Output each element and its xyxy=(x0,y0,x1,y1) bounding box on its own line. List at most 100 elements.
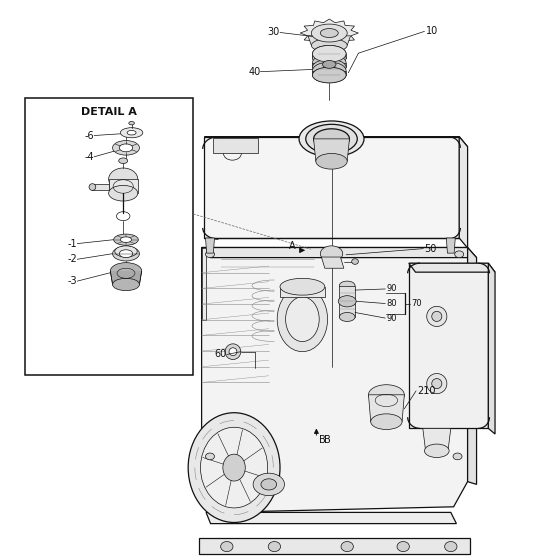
Polygon shape xyxy=(314,139,349,161)
Text: -2: -2 xyxy=(68,254,77,264)
Ellipse shape xyxy=(119,158,128,164)
Polygon shape xyxy=(206,512,456,524)
Ellipse shape xyxy=(280,278,325,295)
Polygon shape xyxy=(110,271,142,284)
Ellipse shape xyxy=(453,453,462,460)
Ellipse shape xyxy=(455,251,464,258)
Ellipse shape xyxy=(316,153,347,169)
Polygon shape xyxy=(204,137,459,238)
Polygon shape xyxy=(459,137,468,248)
Text: 60: 60 xyxy=(214,349,227,360)
Polygon shape xyxy=(202,248,477,258)
Text: 40: 40 xyxy=(248,67,260,77)
Ellipse shape xyxy=(306,124,357,153)
Ellipse shape xyxy=(89,184,96,190)
Ellipse shape xyxy=(120,237,132,242)
Ellipse shape xyxy=(286,297,319,342)
Ellipse shape xyxy=(312,67,346,83)
Ellipse shape xyxy=(268,542,281,552)
Ellipse shape xyxy=(341,542,353,552)
Text: 210: 210 xyxy=(417,386,436,396)
Ellipse shape xyxy=(424,444,449,458)
Ellipse shape xyxy=(253,473,284,496)
Ellipse shape xyxy=(223,454,245,481)
Text: 30: 30 xyxy=(268,27,280,38)
Polygon shape xyxy=(199,538,470,554)
Polygon shape xyxy=(202,248,468,512)
Polygon shape xyxy=(206,238,214,253)
Polygon shape xyxy=(368,395,404,422)
Ellipse shape xyxy=(113,246,139,261)
Ellipse shape xyxy=(320,246,343,262)
Ellipse shape xyxy=(311,24,347,42)
Text: -3: -3 xyxy=(68,276,77,286)
Polygon shape xyxy=(488,263,495,434)
Ellipse shape xyxy=(312,67,346,83)
Polygon shape xyxy=(409,263,495,272)
Ellipse shape xyxy=(397,542,409,552)
Ellipse shape xyxy=(312,54,346,71)
Polygon shape xyxy=(468,248,477,484)
Polygon shape xyxy=(312,63,346,67)
Ellipse shape xyxy=(338,296,356,307)
Text: -4: -4 xyxy=(85,152,94,162)
Polygon shape xyxy=(204,137,468,147)
Ellipse shape xyxy=(119,144,133,152)
Ellipse shape xyxy=(188,413,280,522)
Ellipse shape xyxy=(320,29,338,38)
Ellipse shape xyxy=(113,278,139,291)
Polygon shape xyxy=(280,287,325,297)
Ellipse shape xyxy=(200,427,268,508)
Ellipse shape xyxy=(339,312,355,321)
Text: 70: 70 xyxy=(412,299,422,308)
Polygon shape xyxy=(312,71,346,75)
Ellipse shape xyxy=(206,251,214,258)
Text: -1: -1 xyxy=(68,239,77,249)
Ellipse shape xyxy=(114,234,138,245)
Ellipse shape xyxy=(312,45,346,62)
Text: 50: 50 xyxy=(424,244,437,254)
Polygon shape xyxy=(300,19,358,47)
Polygon shape xyxy=(321,257,344,268)
Ellipse shape xyxy=(206,453,214,460)
Ellipse shape xyxy=(312,59,346,75)
Ellipse shape xyxy=(352,259,358,264)
Text: B: B xyxy=(319,435,326,445)
Ellipse shape xyxy=(225,344,241,360)
Polygon shape xyxy=(446,238,455,253)
Ellipse shape xyxy=(110,263,142,279)
Text: B: B xyxy=(324,435,330,445)
Polygon shape xyxy=(308,36,351,45)
Ellipse shape xyxy=(368,385,404,405)
Ellipse shape xyxy=(113,141,139,155)
Ellipse shape xyxy=(109,185,138,201)
Ellipse shape xyxy=(119,250,133,258)
Ellipse shape xyxy=(445,542,457,552)
Ellipse shape xyxy=(427,306,447,326)
Ellipse shape xyxy=(261,479,277,490)
Text: -6: -6 xyxy=(85,130,94,141)
Text: 90: 90 xyxy=(386,284,397,293)
Ellipse shape xyxy=(129,122,134,125)
Polygon shape xyxy=(109,179,138,193)
Ellipse shape xyxy=(115,246,137,257)
Text: 80: 80 xyxy=(386,299,397,308)
Ellipse shape xyxy=(371,414,402,430)
Ellipse shape xyxy=(339,281,355,290)
Ellipse shape xyxy=(127,130,136,135)
Polygon shape xyxy=(92,184,109,190)
Text: 10: 10 xyxy=(426,26,438,36)
Ellipse shape xyxy=(312,50,346,66)
Ellipse shape xyxy=(314,129,349,149)
Ellipse shape xyxy=(221,542,233,552)
Ellipse shape xyxy=(427,374,447,394)
Ellipse shape xyxy=(120,128,143,138)
Ellipse shape xyxy=(299,121,364,157)
Polygon shape xyxy=(409,263,488,428)
Polygon shape xyxy=(339,286,355,317)
Ellipse shape xyxy=(432,311,442,321)
Polygon shape xyxy=(423,428,451,451)
FancyBboxPatch shape xyxy=(25,98,193,375)
Text: 90: 90 xyxy=(386,314,397,323)
Text: A: A xyxy=(288,241,295,251)
